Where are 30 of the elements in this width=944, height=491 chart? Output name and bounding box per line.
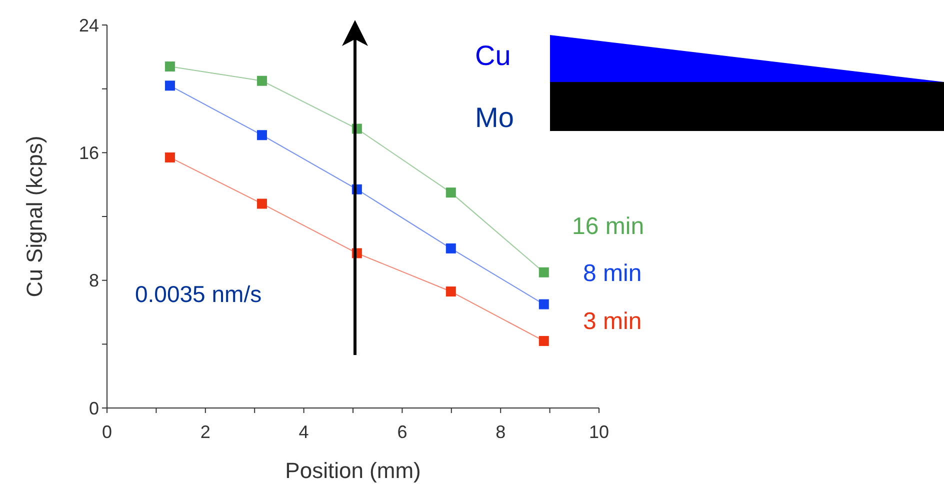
y-tick-label: 8 xyxy=(88,270,99,291)
point xyxy=(446,243,456,254)
x-tick-label: 2 xyxy=(200,422,210,442)
y-tick-label: 0 xyxy=(88,398,99,418)
point xyxy=(538,299,549,310)
x-tick-label: 6 xyxy=(397,422,408,442)
point xyxy=(256,130,267,140)
series-label: 8 min xyxy=(583,260,642,287)
x-axis-title: Position (mm) xyxy=(285,458,421,483)
annotation: 0.0035 nm/s xyxy=(135,281,262,307)
y-tick-label: 24 xyxy=(78,15,99,36)
x-tick-label: 4 xyxy=(298,422,309,442)
point xyxy=(256,76,267,86)
x-tick-label: 10 xyxy=(588,422,610,442)
point xyxy=(538,336,549,346)
point xyxy=(446,188,456,198)
point xyxy=(256,198,267,209)
y-tick-label: 16 xyxy=(78,142,99,163)
point xyxy=(164,61,175,72)
point xyxy=(538,267,549,278)
x-tick-label: 0 xyxy=(102,422,112,442)
series-label: 16 min xyxy=(572,213,644,240)
y-axis-title: Cu Signal (kcps) xyxy=(22,136,47,298)
annotation: Mo xyxy=(475,102,514,133)
x-tick-label: 8 xyxy=(496,422,506,442)
annotation: Cu xyxy=(475,40,511,71)
point xyxy=(446,286,456,297)
point xyxy=(164,152,175,162)
series-label: 3 min xyxy=(583,308,642,335)
point xyxy=(164,80,175,91)
